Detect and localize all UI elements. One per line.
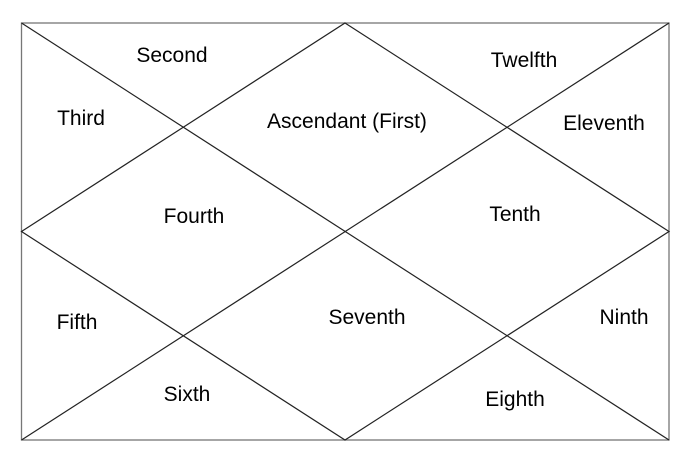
house-label-ninth: Ninth <box>599 306 648 329</box>
house-label-third: Third <box>57 107 105 130</box>
house-label-seventh: Seventh <box>328 306 405 329</box>
house-label-fourth: Fourth <box>164 205 225 228</box>
house-label-second: Second <box>136 44 207 67</box>
house-label-fifth: Fifth <box>57 311 98 334</box>
diagonal-anti <box>21 22 670 441</box>
house-label-twelfth: Twelfth <box>491 49 558 72</box>
house-label-eighth: Eighth <box>485 388 545 411</box>
house-label-first: Ascendant (First) <box>267 110 427 133</box>
house-label-eleventh: Eleventh <box>563 112 645 135</box>
inner-diamond <box>20 22 671 441</box>
house-label-sixth: Sixth <box>164 383 211 406</box>
house-label-tenth: Tenth <box>489 203 540 226</box>
